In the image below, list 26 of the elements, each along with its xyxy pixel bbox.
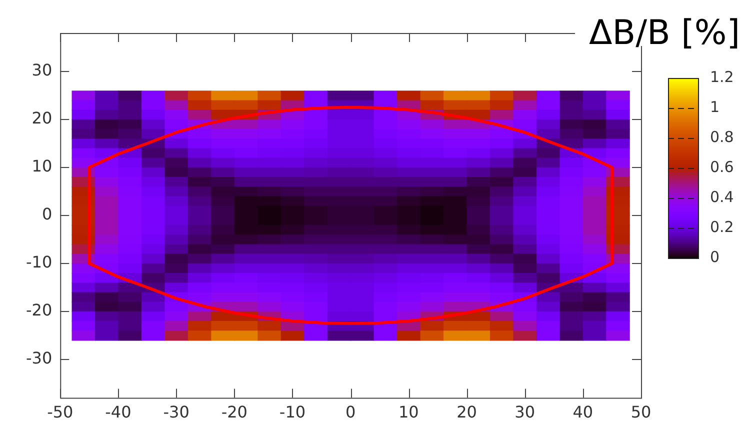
y-tick-label: -10 (26, 252, 52, 272)
y-tick-label: 20 (32, 108, 52, 128)
x-tick-label: 0 (345, 402, 356, 422)
y-tick-label: 10 (32, 156, 52, 176)
color-bar-label: 0.6 (710, 158, 734, 176)
color-bar-label: 1 (710, 98, 720, 116)
x-tick-label: -30 (163, 402, 190, 422)
x-tick-label: 40 (572, 402, 594, 422)
color-bar-label: 0.2 (710, 218, 734, 236)
y-tick-label: -30 (26, 348, 52, 368)
x-tick-label: -10 (279, 402, 306, 422)
color-bar-title: ΔB/B [%] (588, 13, 740, 53)
color-bar-label: 0 (710, 248, 720, 266)
x-tick-label: -50 (47, 402, 74, 422)
y-tick-label: 0 (42, 204, 52, 224)
x-tick-label: -40 (105, 402, 132, 422)
x-tick-label: 50 (630, 402, 652, 422)
x-tick-label: 30 (514, 402, 536, 422)
color-bar-label: 0.4 (710, 188, 734, 206)
color-bar-label: 0.8 (710, 128, 734, 146)
y-tick-label: 30 (32, 60, 52, 80)
x-tick-label: -20 (221, 402, 248, 422)
y-tick-label: -20 (26, 300, 52, 320)
x-tick-label: 10 (398, 402, 419, 422)
color-bar-label: 1.2 (710, 68, 734, 86)
x-tick-label: 20 (456, 402, 477, 422)
